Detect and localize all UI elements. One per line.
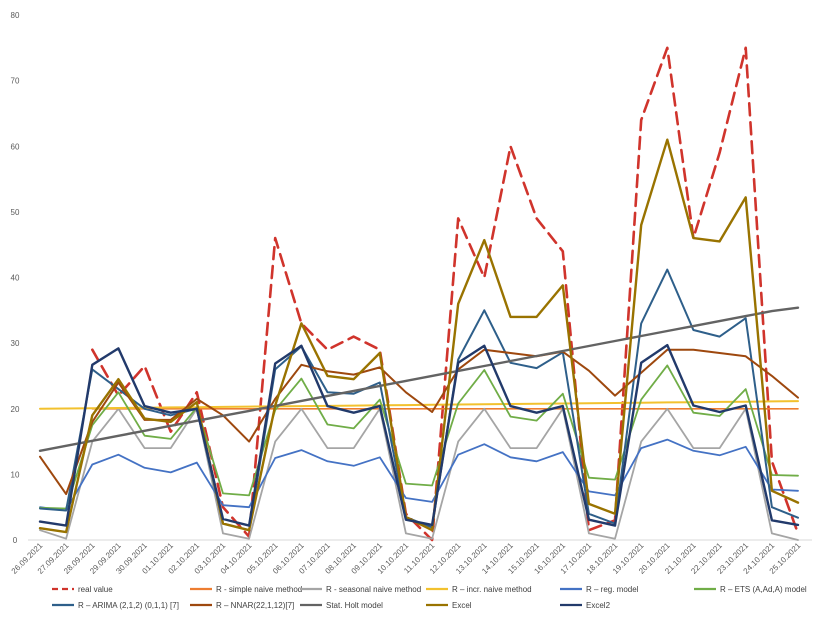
series-line-r-reg-model bbox=[39, 438, 799, 512]
legend-label: real value bbox=[78, 585, 113, 594]
legend-item-r-nnar-22-1-12-7: R – NNAR(22,1,12)[7] bbox=[190, 601, 294, 610]
legend-label: R – ETS (A,Ad,A) model bbox=[720, 585, 807, 594]
legend-item-r-ets-a-ad-a-model: R – ETS (A,Ad,A) model bbox=[694, 585, 807, 594]
y-tick-label: 60 bbox=[11, 142, 20, 151]
legend: real value R - simple naive method R - sea… bbox=[52, 585, 807, 610]
y-tick-label: 20 bbox=[11, 405, 20, 414]
legend-label: R – incr. naive method bbox=[452, 585, 532, 594]
y-tick-label: 30 bbox=[11, 339, 20, 348]
y-tick-label: 50 bbox=[11, 208, 20, 217]
legend-label: Stat. Holt model bbox=[326, 601, 383, 610]
legend-label: R – ARIMA (2,1,2) (0,1,1) [7] bbox=[78, 601, 179, 610]
series-line-stat-holt-model bbox=[38, 306, 800, 452]
series-line-r-nnar-22-1-12-7 bbox=[39, 348, 799, 496]
legend-label: R - seasonal naive method bbox=[326, 585, 421, 594]
series-line-r-arima-2-1-2-0-1-1-7 bbox=[39, 268, 799, 532]
legend-label: R – reg. model bbox=[586, 585, 639, 594]
legend-label: Excel2 bbox=[586, 601, 611, 610]
y-tick-label: 0 bbox=[13, 536, 18, 545]
series-group bbox=[38, 46, 800, 542]
series-line-excel bbox=[38, 138, 800, 534]
y-axis: 0 10 20 30 40 50 60 70 80 bbox=[11, 11, 20, 545]
legend-label: Excel bbox=[452, 601, 472, 610]
series-line-r-ets-a-ad-a-model bbox=[39, 364, 799, 510]
legend-item-stat-holt-model: Stat. Holt model bbox=[300, 601, 383, 610]
legend-item-r-reg-model: R – reg. model bbox=[560, 585, 639, 594]
y-tick-label: 70 bbox=[11, 77, 20, 86]
legend-item-r-arima-2-1-2-0-1-1-7: R – ARIMA (2,1,2) (0,1,1) [7] bbox=[52, 601, 179, 610]
y-tick-label: 80 bbox=[11, 11, 20, 20]
legend-item-r-seasonal-naive-method: R - seasonal naive method bbox=[300, 585, 421, 594]
series-line-r-incr-naive-method bbox=[39, 400, 799, 410]
legend-item-r-simple-naive-method: R - simple naive method bbox=[190, 585, 302, 594]
legend-label: R - simple naive method bbox=[216, 585, 302, 594]
y-tick-label: 40 bbox=[11, 274, 20, 283]
x-axis: 26.09.202127.09.202128.09.202129.09.2021… bbox=[10, 541, 803, 576]
legend-item-excel: Excel bbox=[426, 601, 472, 610]
series-line-excel2 bbox=[38, 343, 800, 527]
legend-item-r-incr-naive-method: R – incr. naive method bbox=[426, 585, 532, 594]
legend-item-real-value: real value bbox=[52, 585, 113, 594]
y-tick-label: 10 bbox=[11, 470, 20, 479]
legend-item-excel2: Excel2 bbox=[560, 601, 611, 610]
series-line-r-seasonal-naive-method bbox=[39, 407, 799, 541]
legend-label: R – NNAR(22,1,12)[7] bbox=[216, 601, 294, 610]
